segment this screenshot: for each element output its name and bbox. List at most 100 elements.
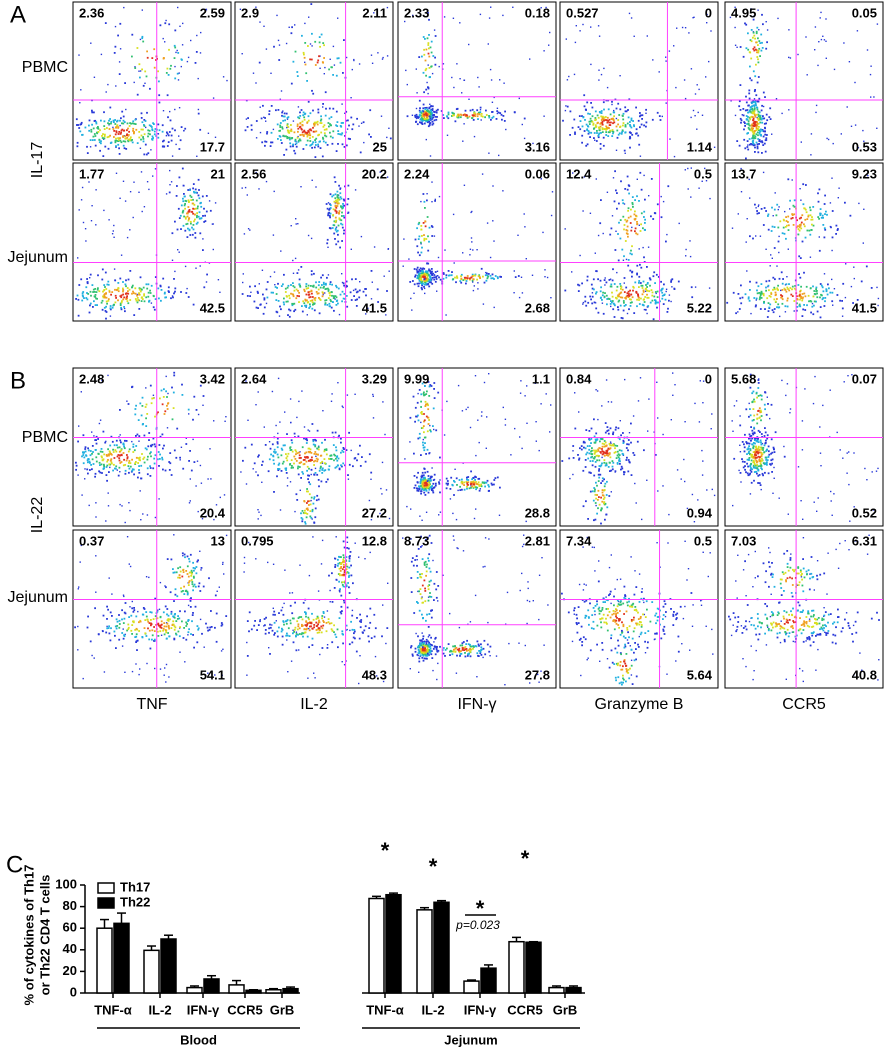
event-dot: [650, 302, 652, 304]
event-dot: [167, 116, 169, 118]
event-dot: [288, 132, 290, 134]
event-dot: [141, 112, 143, 114]
event-dot: [470, 277, 472, 279]
event-dot: [155, 298, 157, 300]
event-dot: [323, 126, 325, 128]
event-dot: [138, 419, 140, 421]
event-dot: [181, 447, 182, 448]
event-dot: [116, 444, 118, 446]
event-dot: [757, 58, 759, 60]
event-dot: [181, 126, 183, 128]
event-dot: [97, 289, 99, 291]
event-dot: [802, 315, 804, 317]
event-dot: [595, 308, 597, 310]
event-dot: [242, 53, 243, 54]
event-dot: [159, 458, 161, 460]
event-dot: [574, 133, 576, 135]
event-dot: [751, 102, 753, 104]
event-dot: [772, 258, 773, 259]
event-dot: [428, 241, 430, 243]
event-dot: [174, 221, 176, 223]
event-dot: [319, 141, 321, 143]
event-dot: [425, 115, 427, 117]
event-dot: [542, 232, 543, 233]
event-dot: [96, 291, 98, 293]
event-dot: [601, 119, 603, 121]
event-dot: [173, 293, 175, 295]
event-dot: [119, 153, 121, 155]
event-dot: [132, 128, 134, 130]
event-dot: [113, 304, 115, 306]
event-dot: [289, 316, 291, 318]
event-dot: [603, 137, 605, 139]
event-dot: [298, 117, 300, 119]
event-dot: [413, 396, 415, 398]
event-dot: [292, 467, 294, 469]
event-dot: [249, 295, 251, 297]
event-dot: [168, 23, 170, 25]
event-dot: [77, 295, 79, 297]
event-dot: [818, 201, 820, 203]
event-dot: [745, 158, 747, 160]
event-dot: [120, 140, 122, 142]
event-dot: [479, 490, 481, 492]
event-dot: [505, 419, 506, 420]
event-dot: [85, 286, 87, 288]
event-dot: [290, 422, 291, 423]
event-dot: [745, 110, 747, 112]
event-dot: [748, 90, 750, 92]
event-dot: [127, 302, 129, 304]
event-dot: [148, 292, 150, 294]
event-dot: [122, 299, 124, 301]
event-dot: [631, 271, 633, 273]
event-dot: [294, 131, 296, 133]
event-dot: [671, 286, 672, 287]
event-dot: [602, 124, 604, 126]
event-dot: [581, 283, 583, 285]
event-dot: [331, 291, 333, 293]
event-dot: [174, 450, 176, 452]
event-dot: [223, 76, 224, 77]
event-dot: [188, 220, 190, 222]
event-dot: [140, 70, 141, 71]
event-dot: [781, 271, 783, 273]
event-dot: [120, 434, 121, 435]
event-dot: [350, 117, 352, 119]
event-dot: [809, 234, 811, 236]
event-dot: [562, 120, 564, 122]
event-dot: [620, 305, 622, 307]
event-dot: [423, 449, 425, 451]
event-dot: [758, 48, 760, 50]
event-dot: [292, 260, 293, 261]
event-dot: [748, 296, 750, 298]
event-dot: [253, 73, 254, 74]
event-dot: [113, 128, 115, 130]
event-dot: [318, 284, 320, 286]
event-dot: [332, 301, 334, 303]
event-dot: [437, 392, 439, 394]
event-dot: [319, 46, 321, 48]
event-dot: [193, 396, 195, 398]
event-dot: [334, 176, 336, 178]
event-dot: [598, 312, 600, 314]
event-dot: [819, 297, 821, 299]
event-dot: [798, 228, 800, 230]
event-dot: [152, 136, 154, 138]
event-dot: [854, 278, 855, 279]
event-dot: [606, 303, 608, 305]
event-dot: [760, 308, 762, 310]
event-dot: [427, 44, 429, 46]
event-dot: [101, 302, 103, 304]
plot-frame: [235, 2, 393, 160]
event-dot: [304, 510, 306, 512]
event-dot: [76, 118, 78, 120]
event-dot: [617, 103, 619, 105]
event-dot: [628, 293, 630, 295]
event-dot: [760, 34, 762, 36]
event-dot: [287, 130, 289, 132]
event-dot: [624, 106, 626, 108]
event-dot: [314, 451, 316, 453]
event-dot: [278, 40, 279, 41]
event-dot: [627, 230, 629, 232]
event-dot: [199, 129, 201, 131]
